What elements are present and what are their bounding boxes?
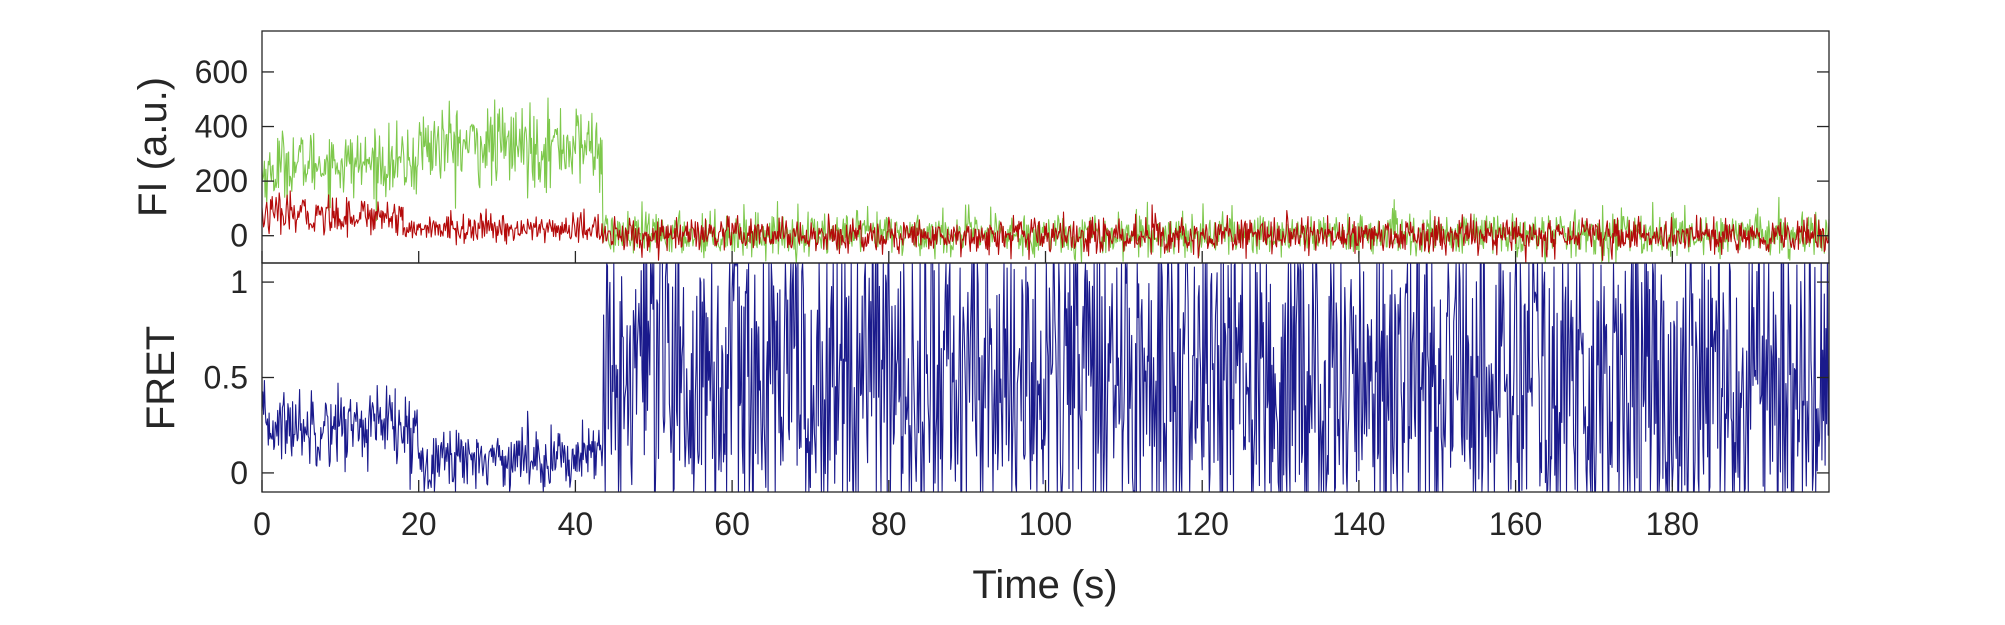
x-tick-label: 20 bbox=[401, 506, 437, 542]
fret-efficiency-trace bbox=[261, 262, 1830, 493]
fret-panel: 00.51 0 20 40 60 80 100 120 140 160 180 FRET Time… bbox=[139, 262, 1830, 607]
x-tick-label: 140 bbox=[1332, 506, 1385, 542]
x-tick-label: 0 bbox=[253, 506, 271, 542]
x-tick-label: 120 bbox=[1176, 506, 1229, 542]
time-x-axis-label: Time (s) bbox=[972, 563, 1117, 607]
x-tick-label: 180 bbox=[1646, 506, 1699, 542]
x-tick-label: 60 bbox=[714, 506, 750, 542]
y-tick-label: 400 bbox=[195, 109, 248, 145]
fret-y-axis-label: FRET bbox=[139, 326, 183, 430]
fret-y-ticks: 00.51 bbox=[204, 264, 1829, 491]
x-tick-label: 80 bbox=[871, 506, 907, 542]
y-tick-label: 1 bbox=[230, 264, 248, 300]
acceptor-intensity-trace bbox=[261, 190, 1830, 264]
x-tick-label: 100 bbox=[1019, 506, 1072, 542]
x-tick-label: 40 bbox=[558, 506, 594, 542]
fret-traces bbox=[261, 262, 1830, 493]
intensity-traces bbox=[261, 97, 1830, 264]
y-tick-label: 600 bbox=[195, 54, 248, 90]
intensity-y-axis-label: FI (a.u.) bbox=[131, 77, 175, 217]
y-tick-label: 0 bbox=[230, 218, 248, 254]
y-tick-label: 200 bbox=[195, 163, 248, 199]
y-tick-label: 0 bbox=[230, 455, 248, 491]
intensity-panel: 0 200 400 600 FI (a.u.) bbox=[131, 30, 1830, 264]
y-tick-label: 0.5 bbox=[204, 360, 248, 396]
time-x-ticks: 0 20 40 60 80 100 120 140 160 180 bbox=[253, 480, 1699, 542]
intensity-y-ticks: 0 200 400 600 bbox=[195, 54, 1829, 263]
x-tick-label: 160 bbox=[1489, 506, 1542, 542]
